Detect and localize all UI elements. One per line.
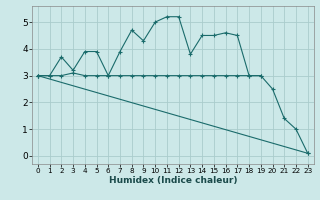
X-axis label: Humidex (Indice chaleur): Humidex (Indice chaleur) <box>108 176 237 185</box>
